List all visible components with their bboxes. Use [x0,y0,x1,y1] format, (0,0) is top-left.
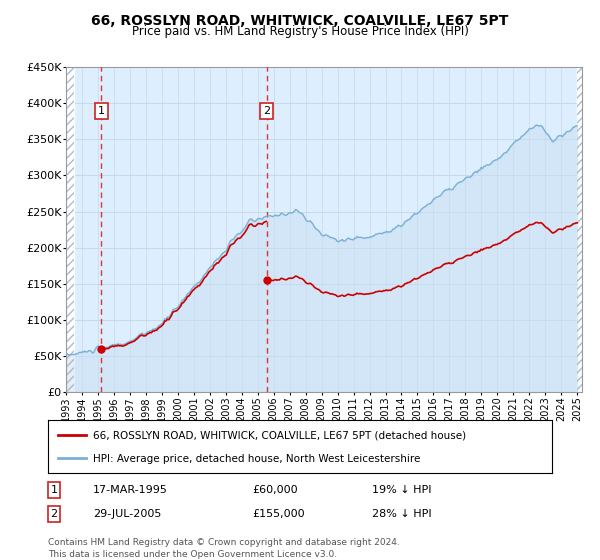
Text: 19% ↓ HPI: 19% ↓ HPI [372,485,431,495]
Text: 17-MAR-1995: 17-MAR-1995 [93,485,168,495]
Text: 66, ROSSLYN ROAD, WHITWICK, COALVILLE, LE67 5PT (detached house): 66, ROSSLYN ROAD, WHITWICK, COALVILLE, L… [94,431,466,441]
Text: HPI: Average price, detached house, North West Leicestershire: HPI: Average price, detached house, Nort… [94,454,421,464]
Text: 66, ROSSLYN ROAD, WHITWICK, COALVILLE, LE67 5PT: 66, ROSSLYN ROAD, WHITWICK, COALVILLE, L… [91,14,509,28]
Text: Contains HM Land Registry data © Crown copyright and database right 2024.: Contains HM Land Registry data © Crown c… [48,538,400,547]
Text: £60,000: £60,000 [252,485,298,495]
Text: 2: 2 [50,509,58,519]
Text: 1: 1 [50,485,58,495]
Bar [66,67,74,392]
Bar [66,67,74,392]
Text: 1: 1 [98,106,105,116]
Text: This data is licensed under the Open Government Licence v3.0.: This data is licensed under the Open Gov… [48,550,337,559]
Text: 28% ↓ HPI: 28% ↓ HPI [372,509,431,519]
Text: 2: 2 [263,106,271,116]
Text: Price paid vs. HM Land Registry's House Price Index (HPI): Price paid vs. HM Land Registry's House … [131,25,469,38]
Text: £155,000: £155,000 [252,509,305,519]
Bar [577,67,582,392]
Text: 29-JUL-2005: 29-JUL-2005 [93,509,161,519]
Bar [577,67,582,392]
